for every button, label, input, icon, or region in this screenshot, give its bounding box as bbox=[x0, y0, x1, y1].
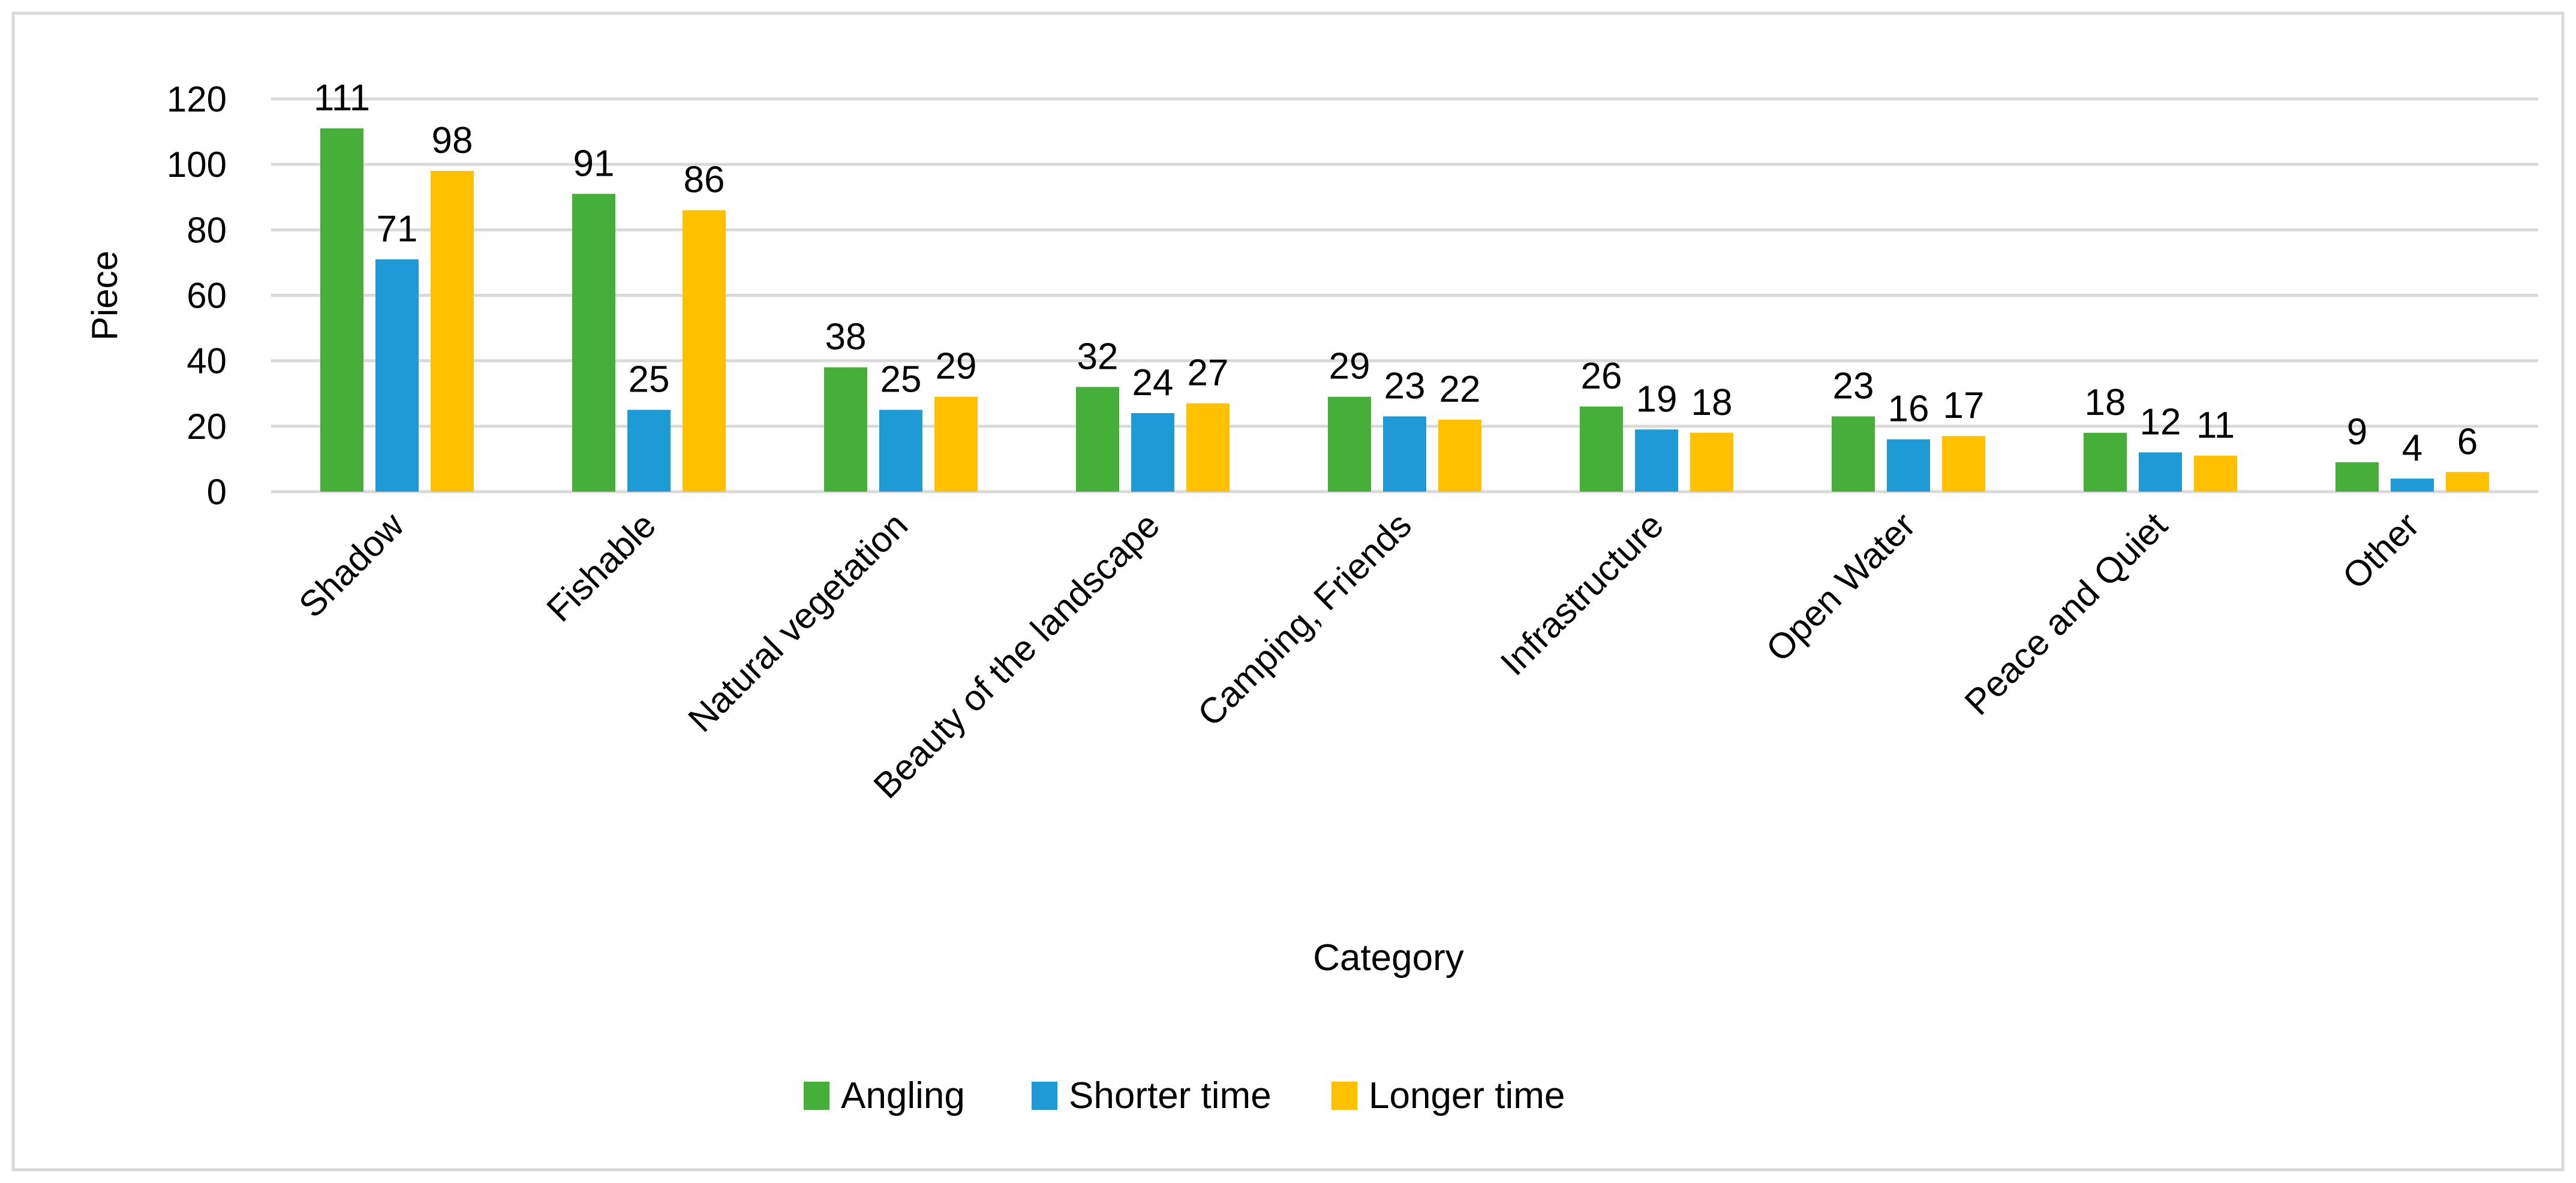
data-label: 71 bbox=[377, 208, 418, 249]
data-label: 12 bbox=[2140, 402, 2181, 443]
bar bbox=[1383, 416, 1426, 492]
data-label: 29 bbox=[1329, 346, 1370, 387]
bar bbox=[1438, 419, 1481, 492]
y-tick-label: 100 bbox=[167, 145, 227, 185]
bar bbox=[2391, 478, 2434, 492]
y-axis-title: Piece bbox=[85, 251, 125, 341]
legend-label: Longer time bbox=[1369, 1075, 1565, 1116]
bar bbox=[1131, 413, 1174, 492]
data-label: 26 bbox=[1581, 356, 1622, 397]
bar bbox=[627, 410, 671, 492]
bar bbox=[1076, 387, 1119, 492]
data-labels: 111 71 98 91 25 86 38 25 29 32 24 27 29 23 22 26 19 18 23 1… bbox=[314, 77, 2478, 469]
data-label: 19 bbox=[1636, 378, 1678, 420]
legend: Angling Shorter time Longer time bbox=[804, 1075, 1565, 1116]
data-label: 86 bbox=[684, 159, 725, 201]
data-label: 17 bbox=[1943, 385, 1985, 426]
data-label: 91 bbox=[573, 143, 615, 184]
data-label: 4 bbox=[2402, 428, 2422, 469]
y-tick-labels: 0 20 40 60 80 100 120 bbox=[167, 79, 227, 512]
x-axis-title: Category bbox=[1313, 937, 1464, 979]
data-label: 9 bbox=[2347, 411, 2367, 453]
bar bbox=[879, 410, 922, 492]
bar bbox=[2446, 472, 2489, 492]
data-label: 24 bbox=[1132, 362, 1174, 404]
legend-swatch bbox=[804, 1082, 829, 1110]
bars bbox=[320, 128, 2489, 492]
data-label: 25 bbox=[880, 359, 922, 401]
data-label: 23 bbox=[1384, 365, 1426, 407]
bar bbox=[2335, 462, 2379, 492]
data-label: 38 bbox=[825, 317, 867, 358]
data-label: 6 bbox=[2457, 421, 2478, 462]
bar bbox=[1635, 429, 1678, 492]
data-label: 111 bbox=[314, 77, 370, 119]
y-tick-label: 40 bbox=[187, 341, 227, 381]
y-tick-label: 0 bbox=[207, 472, 227, 512]
data-label: 23 bbox=[1833, 365, 1874, 407]
chart-border bbox=[11, 11, 2565, 1172]
data-label: 22 bbox=[1439, 369, 1481, 410]
bar bbox=[934, 396, 978, 492]
data-label: 18 bbox=[2085, 382, 2126, 423]
data-label: 29 bbox=[936, 346, 977, 387]
data-label: 18 bbox=[1691, 382, 1733, 423]
bar bbox=[572, 194, 615, 492]
bar bbox=[1580, 407, 1623, 492]
bar bbox=[375, 259, 419, 492]
bar bbox=[1328, 396, 1371, 492]
data-label: 11 bbox=[2196, 405, 2235, 446]
data-label: 16 bbox=[1888, 389, 1929, 430]
bar bbox=[2194, 455, 2237, 492]
y-tick-label: 80 bbox=[187, 210, 227, 250]
y-tick-label: 20 bbox=[187, 407, 227, 447]
y-tick-label: 120 bbox=[167, 79, 227, 119]
bar bbox=[1186, 403, 1230, 492]
data-label: 32 bbox=[1077, 336, 1119, 377]
bar bbox=[1887, 439, 1930, 492]
bar bbox=[1832, 416, 1875, 492]
y-tick-label: 60 bbox=[187, 276, 227, 316]
data-label: 98 bbox=[432, 120, 473, 161]
bar bbox=[1690, 432, 1733, 492]
bar bbox=[824, 367, 867, 492]
legend-swatch bbox=[1032, 1082, 1057, 1110]
bar bbox=[683, 210, 726, 492]
bar bbox=[320, 128, 363, 492]
data-label: 27 bbox=[1188, 353, 1229, 394]
bar bbox=[431, 171, 474, 492]
data-label: 25 bbox=[629, 359, 670, 401]
legend-swatch bbox=[1331, 1082, 1357, 1110]
legend-label: Angling bbox=[841, 1075, 965, 1116]
bar bbox=[2139, 452, 2182, 492]
bar bbox=[2084, 432, 2127, 492]
legend-label: Shorter time bbox=[1069, 1075, 1272, 1116]
bar bbox=[1942, 436, 1985, 492]
